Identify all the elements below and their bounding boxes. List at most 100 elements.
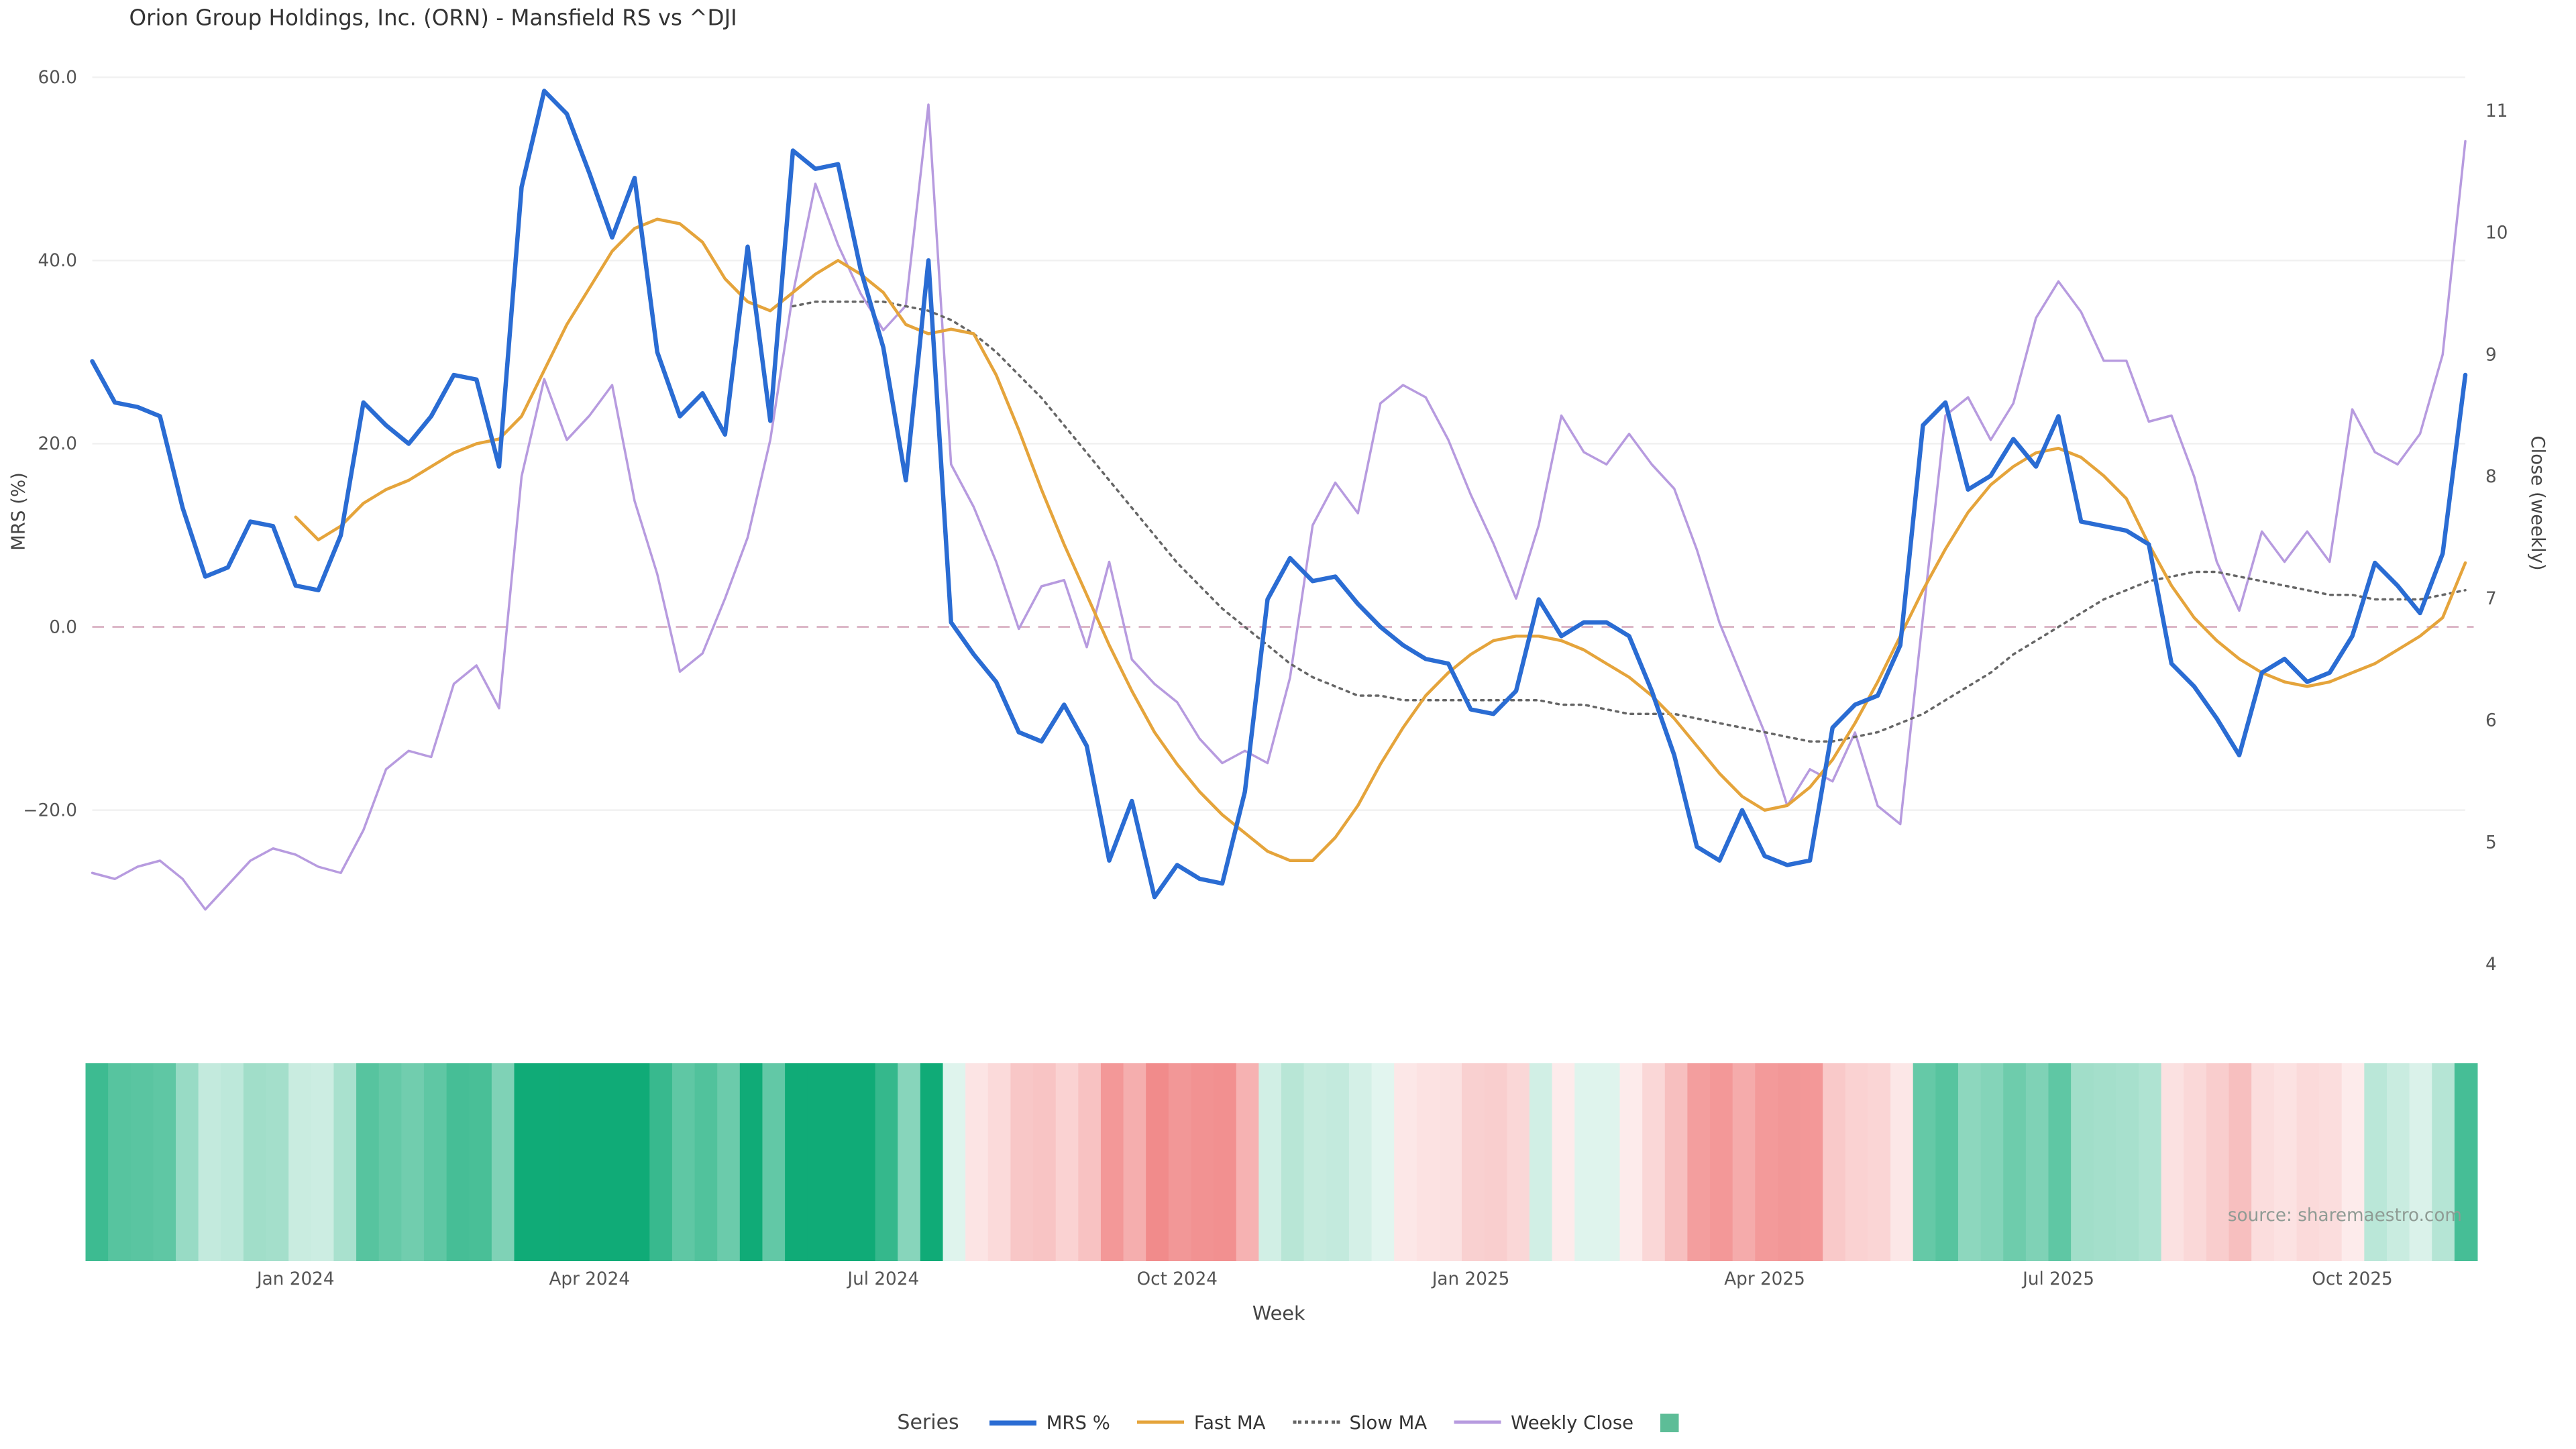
heatmap-cell bbox=[1597, 1063, 1621, 1261]
line-swatch-icon bbox=[1292, 1420, 1340, 1424]
legend-item-mrs-[interactable]: MRS % bbox=[989, 1411, 1110, 1434]
heatmap-cell bbox=[198, 1063, 222, 1261]
heatmap-cell bbox=[469, 1063, 492, 1261]
legend-title: Series bbox=[897, 1410, 959, 1434]
heatmap-cell bbox=[1552, 1063, 1576, 1261]
y-right-tick-label: 5 bbox=[2485, 833, 2497, 853]
x-tick-label: Jul 2025 bbox=[2021, 1269, 2094, 1289]
heatmap-cell bbox=[2364, 1063, 2387, 1261]
heatmap-cell bbox=[1191, 1063, 1215, 1261]
heatmap-cell bbox=[446, 1063, 470, 1261]
heatmap-cell bbox=[987, 1063, 1012, 1261]
heatmap-cell bbox=[311, 1063, 335, 1261]
legend: Series MRS % Fast MA Slow MA Weekly Close bbox=[0, 1411, 2576, 1434]
y-left-tick-label: −20.0 bbox=[23, 800, 77, 820]
heatmap-cell bbox=[807, 1063, 831, 1261]
legend-item-fast-ma[interactable]: Fast MA bbox=[1136, 1411, 1266, 1434]
legend-item-label: Fast MA bbox=[1193, 1411, 1266, 1434]
heatmap-cell bbox=[2048, 1063, 2072, 1261]
y-left-tick-label: 40.0 bbox=[38, 251, 77, 271]
heatmap-cell bbox=[1507, 1063, 1530, 1261]
heatmap-cell bbox=[1777, 1063, 1801, 1261]
y-right-tick-label: 10 bbox=[2485, 223, 2508, 244]
y-right-tick-label: 11 bbox=[2485, 101, 2508, 121]
heatmap-cell bbox=[1326, 1063, 1350, 1261]
y-left-tick-label: 60.0 bbox=[38, 68, 77, 88]
heatmap-cell bbox=[1913, 1063, 1937, 1261]
heatmap-swatch-icon bbox=[1660, 1413, 1679, 1432]
heatmap-cell bbox=[649, 1063, 673, 1261]
heatmap-cell bbox=[2071, 1063, 2094, 1261]
heatmap-cell bbox=[1078, 1063, 1102, 1261]
y-right-tick-label: 9 bbox=[2485, 345, 2497, 365]
heatmap-cell bbox=[1868, 1063, 1892, 1261]
heatmap-cell bbox=[1281, 1063, 1305, 1261]
legend-item-weekly-close[interactable]: Weekly Close bbox=[1454, 1411, 1633, 1433]
heatmap-cell bbox=[1371, 1063, 1395, 1261]
heatmap-cell bbox=[1146, 1063, 1169, 1261]
heatmap-cell bbox=[2161, 1063, 2185, 1261]
y-left-tick-label: 0.0 bbox=[49, 617, 77, 637]
heatmap-cell bbox=[2229, 1063, 2253, 1261]
line-swatch-icon bbox=[989, 1419, 1036, 1425]
heatmap-cell bbox=[2025, 1063, 2049, 1261]
x-tick-label: Apr 2025 bbox=[1724, 1269, 1805, 1289]
heatmap-cell bbox=[288, 1063, 312, 1261]
heatmap-cell bbox=[423, 1063, 447, 1261]
heatmap-cell bbox=[1214, 1063, 1237, 1261]
heatmap-cell bbox=[130, 1063, 154, 1261]
heatmap-cell bbox=[1484, 1063, 1508, 1261]
line-swatch-icon bbox=[1454, 1420, 1501, 1424]
heatmap-cell bbox=[378, 1063, 402, 1261]
heatmap-cell bbox=[672, 1063, 696, 1261]
legend-item-label: MRS % bbox=[1046, 1411, 1110, 1434]
mrs-line bbox=[90, 89, 2468, 900]
heatmap-cell bbox=[1732, 1063, 1756, 1261]
heatmap-cell bbox=[898, 1063, 921, 1261]
heatmap-cell bbox=[1800, 1063, 1824, 1261]
heatmap-cell bbox=[2319, 1063, 2343, 1261]
heatmap-cell bbox=[2432, 1063, 2455, 1261]
heatmap-cell bbox=[2093, 1063, 2117, 1261]
heatmap-cell bbox=[1845, 1063, 1869, 1261]
heatmap-cell bbox=[153, 1063, 177, 1261]
line-swatch-icon bbox=[1136, 1420, 1184, 1424]
heatmap-cell bbox=[1236, 1063, 1260, 1261]
heatmap-cell bbox=[694, 1063, 718, 1261]
heatmap-cell bbox=[559, 1063, 583, 1261]
heatmap-cell bbox=[1394, 1063, 1417, 1261]
heatmap-cell bbox=[1619, 1063, 1644, 1261]
heatmap-cell bbox=[830, 1063, 853, 1261]
heatmap-cell bbox=[1710, 1063, 1733, 1261]
heatmap-cell bbox=[875, 1063, 899, 1261]
y-left-tick-label: 20.0 bbox=[38, 434, 77, 454]
heatmap-cell bbox=[1664, 1063, 1688, 1261]
heatmap-cell bbox=[1890, 1063, 1914, 1261]
y-right-tick-label: 6 bbox=[2485, 711, 2497, 731]
heatmap-cell bbox=[1823, 1063, 1846, 1261]
y-right-tick-label: 7 bbox=[2485, 589, 2497, 609]
legend-item-slow-ma[interactable]: Slow MA bbox=[1292, 1411, 1428, 1434]
heatmap-cell bbox=[1574, 1063, 1598, 1261]
heatmap-cell bbox=[1416, 1063, 1440, 1261]
heatmap-cell bbox=[1303, 1063, 1328, 1261]
heatmap-cell bbox=[582, 1063, 606, 1261]
heatmap-cell bbox=[627, 1063, 651, 1261]
x-tick-label: Jan 2025 bbox=[1431, 1269, 1510, 1289]
heatmap-cell bbox=[604, 1063, 628, 1261]
x-tick-label: Apr 2024 bbox=[549, 1269, 630, 1289]
chart-title: Orion Group Holdings, Inc. (ORN) - Mansf… bbox=[129, 7, 737, 32]
legend-item-label: Slow MA bbox=[1349, 1411, 1428, 1434]
legend-item-heatmap[interactable] bbox=[1660, 1413, 1679, 1432]
heatmap-cell bbox=[1258, 1063, 1282, 1261]
heatmap-cell bbox=[1980, 1063, 2004, 1261]
heatmap-cell bbox=[1439, 1063, 1463, 1261]
x-axis-label: Week bbox=[1252, 1301, 1305, 1325]
legend-items: MRS % Fast MA Slow MA Weekly Close bbox=[989, 1411, 1679, 1434]
heatmap-cell bbox=[2454, 1063, 2478, 1261]
source-credit: source: sharemaestro.com bbox=[2227, 1205, 2462, 1226]
heatmap-cell bbox=[785, 1063, 808, 1261]
heatmap-cell bbox=[1935, 1063, 1959, 1261]
heatmap-cell bbox=[2273, 1063, 2298, 1261]
